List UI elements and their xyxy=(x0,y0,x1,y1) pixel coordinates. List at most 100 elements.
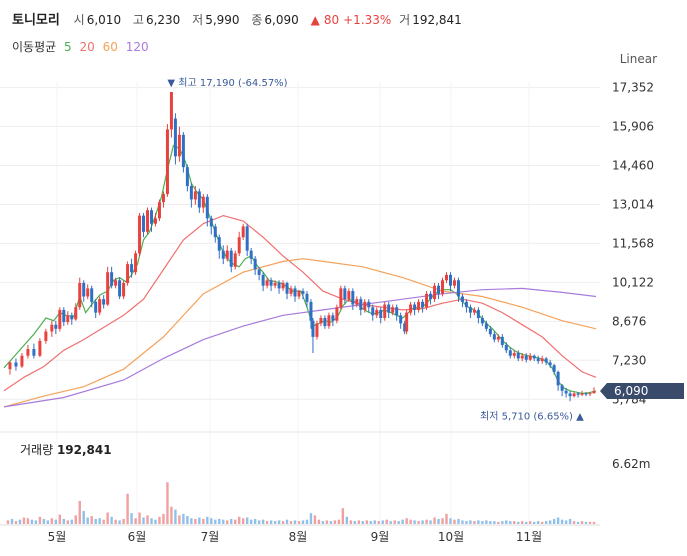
candle-body xyxy=(102,299,106,305)
volume-bar xyxy=(190,518,193,524)
y-tick-label: 17,352 xyxy=(612,81,654,95)
candle-body xyxy=(556,371,560,386)
candle-body xyxy=(421,301,425,308)
candle-body xyxy=(118,280,122,297)
volume-bar xyxy=(568,518,572,524)
candle-body xyxy=(205,196,209,219)
volume-bar xyxy=(517,521,520,524)
candle-body xyxy=(339,288,343,308)
volume-bar xyxy=(333,520,337,524)
volume-panel-label: 거래량 xyxy=(20,443,54,457)
candle-body xyxy=(472,309,476,313)
ma20-legend[interactable]: 20 xyxy=(79,40,95,54)
candle-body xyxy=(343,288,347,300)
volume-bar xyxy=(26,518,30,524)
volume-bar xyxy=(497,521,500,524)
candle-body xyxy=(540,358,544,362)
volume-bar xyxy=(238,516,241,524)
candle-body xyxy=(130,264,134,273)
volume-bar xyxy=(365,520,368,524)
volume-bar xyxy=(226,520,229,524)
change-percent: +1.33% xyxy=(343,13,392,27)
volume-bar xyxy=(572,521,576,524)
volume-bar xyxy=(341,508,345,524)
volume-bar xyxy=(592,521,596,524)
volume-bar xyxy=(588,521,592,524)
volume-bar xyxy=(245,517,249,524)
candle-body xyxy=(460,296,464,302)
ma120-legend[interactable]: 120 xyxy=(125,40,149,54)
volume-bar xyxy=(110,516,113,524)
volume-bar xyxy=(130,513,133,524)
x-tick-label: 8월 xyxy=(289,530,308,544)
volume-bar xyxy=(421,520,424,524)
volume-bar xyxy=(473,521,476,524)
volume-bar xyxy=(301,520,305,524)
volume-bar xyxy=(230,518,233,524)
candle-body xyxy=(237,237,241,254)
candle-body xyxy=(363,301,367,310)
candle-body xyxy=(500,336,504,345)
volume-bar xyxy=(6,520,10,524)
volume-bar xyxy=(465,521,468,524)
volume-bar xyxy=(317,519,321,524)
high-value: 6,230 xyxy=(145,13,181,27)
volume-bar xyxy=(261,519,265,524)
volume-bar xyxy=(509,521,512,524)
volume-bar xyxy=(241,518,245,524)
ma120-line xyxy=(3,287,597,408)
high-label: 고 xyxy=(132,13,144,27)
volume-bar xyxy=(377,521,380,524)
volume-bar xyxy=(552,518,556,524)
volume-bar xyxy=(309,513,313,524)
ma60-legend[interactable]: 60 xyxy=(102,40,118,54)
y-tick-label: 15,906 xyxy=(612,120,654,134)
volume-bar xyxy=(94,518,97,524)
volume-bar xyxy=(564,520,568,524)
volume-bar xyxy=(548,520,552,524)
volume-bar xyxy=(10,518,14,524)
candle-body xyxy=(572,393,576,397)
volume-bar xyxy=(297,521,301,524)
candle-body xyxy=(249,250,253,259)
moving-average-legend[interactable]: 이동평균 5 20 60 120 xyxy=(12,38,153,55)
ma5-legend[interactable]: 5 xyxy=(64,40,72,54)
volume-bar xyxy=(66,520,69,524)
candle-body xyxy=(78,282,82,308)
candle-body xyxy=(327,315,331,327)
volume-bar xyxy=(345,516,349,524)
change-value: 80 xyxy=(323,13,340,27)
candle-body xyxy=(74,307,78,320)
volume-bar xyxy=(481,521,484,524)
volume-bar xyxy=(166,482,169,524)
volume-bar xyxy=(186,516,189,524)
candle-body xyxy=(560,385,564,391)
candle-body xyxy=(86,288,90,297)
candle-body xyxy=(588,393,592,395)
candle-body xyxy=(114,280,118,286)
volume-bar xyxy=(14,521,18,524)
volume-axis-label: 6.62m xyxy=(612,457,650,471)
volume-value: 192,841 xyxy=(412,13,462,27)
candle-body xyxy=(209,218,213,227)
candle-body xyxy=(185,167,189,186)
volume-bar xyxy=(70,519,73,524)
candle-body xyxy=(70,315,74,320)
candle-body xyxy=(429,293,433,300)
last-price-tag-shape xyxy=(600,383,684,400)
volume-bar xyxy=(122,518,125,524)
scale-toggle[interactable]: Linear xyxy=(619,52,657,66)
volume-bar xyxy=(556,517,560,524)
candle-body xyxy=(516,353,520,359)
candle-body xyxy=(305,293,309,302)
candle-body xyxy=(564,390,568,394)
candle-body xyxy=(273,282,277,286)
volume-bar xyxy=(218,518,221,524)
candle-body xyxy=(189,185,193,200)
candle-body xyxy=(229,250,233,267)
volume-bar xyxy=(485,520,488,524)
candle-body xyxy=(293,288,297,297)
candle-body xyxy=(315,323,319,337)
candle-body xyxy=(269,280,273,286)
